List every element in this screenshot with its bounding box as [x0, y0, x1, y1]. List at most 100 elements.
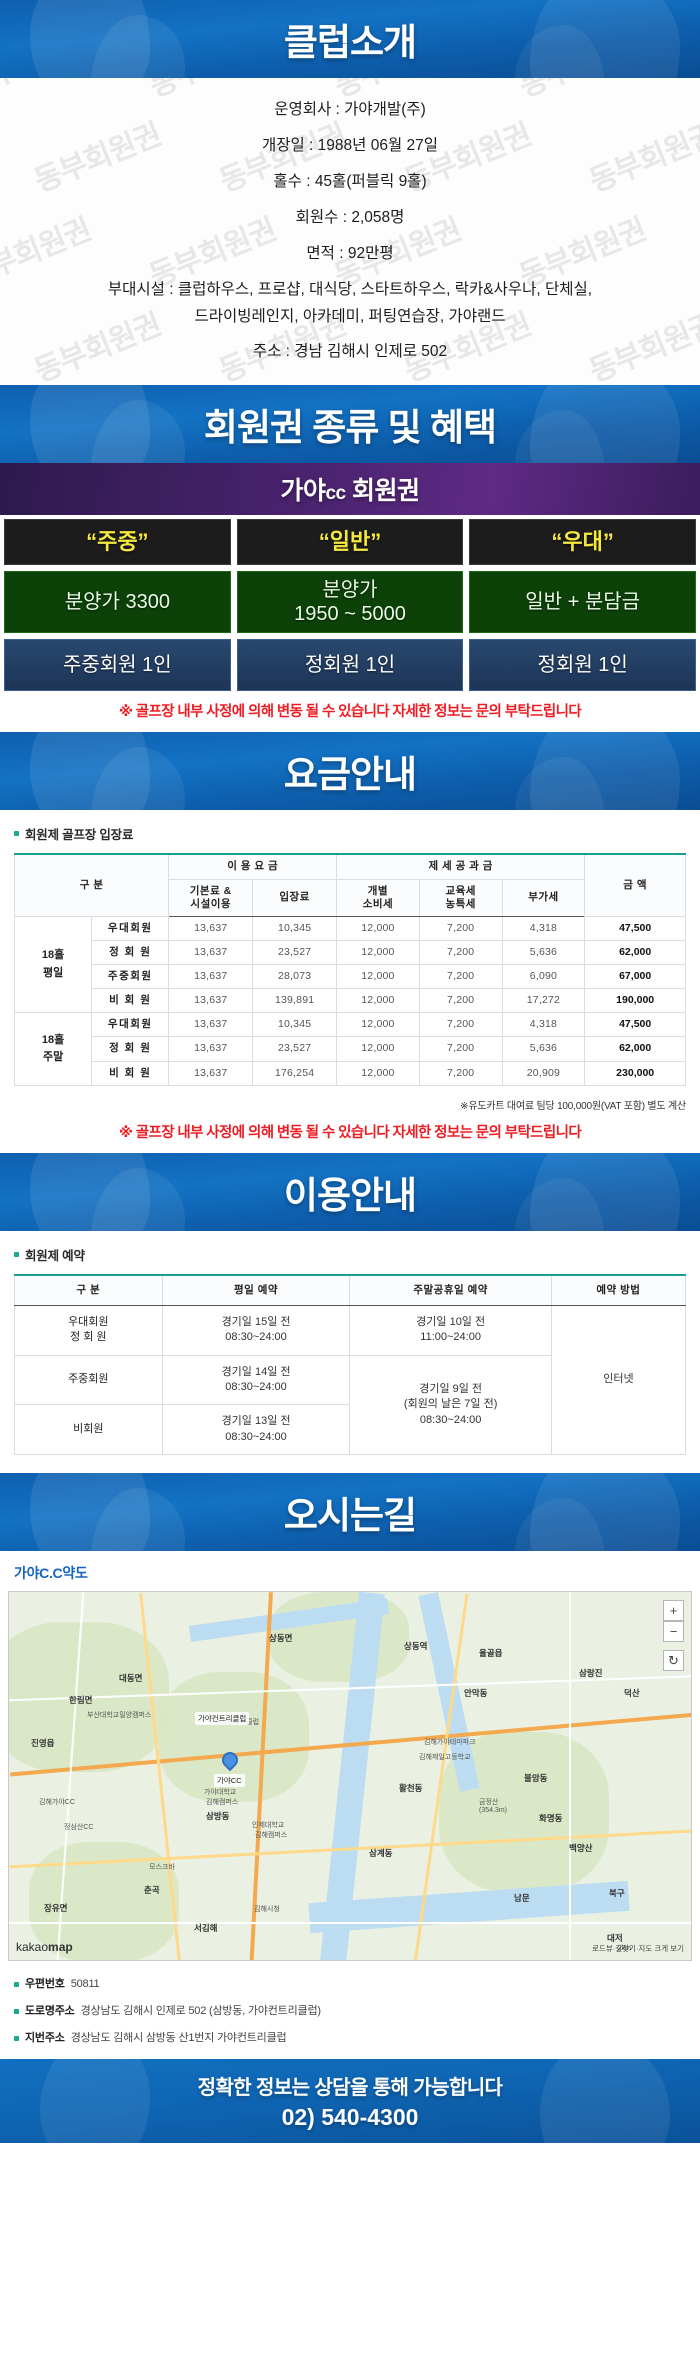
fee-cell-vat: 5,636 — [501, 939, 586, 966]
fee-table-caption: 회원제 골프장 입장료 — [0, 810, 700, 853]
fee-row-type: 비 회 원 — [91, 1060, 170, 1086]
resv-cell-division: 주중회원 — [14, 1354, 163, 1406]
map-place-label: 서김해 — [194, 1923, 218, 1934]
membership-subtitle-main: 가야 — [280, 477, 326, 506]
resv-cell-weekend: 경기일 10일 전 11:00~24:00 — [349, 1304, 552, 1356]
fee-cell-amount: 230,000 — [584, 1060, 686, 1086]
fee-table-note: ※유도카트 대여료 팀당 100,000원(VAT 포함) 별도 계산 — [460, 1100, 686, 1112]
map-provider-map: map — [48, 1940, 73, 1955]
membership-card-holder: 정회원 1인 — [469, 639, 696, 692]
usage-table-caption: 회원제 예약 — [0, 1231, 700, 1274]
bullet-dot-icon — [14, 1251, 19, 1257]
fee-cell-base: 13,637 — [168, 1036, 254, 1062]
fee-cell-edu: 7,200 — [418, 915, 503, 941]
fee-cell-edu: 7,200 — [418, 963, 503, 990]
resv-header-weekday: 평일 예약 — [161, 1273, 351, 1306]
banner-swirl-decor — [30, 732, 150, 811]
resv-cell-division: 비회원 — [14, 1404, 163, 1456]
map-zoom-in-button[interactable]: + — [663, 1600, 684, 1622]
map-refresh-button[interactable]: ↻ — [663, 1650, 684, 1672]
banner-swirl-decor — [530, 1473, 680, 1552]
table-row: 정 회 원 13,637 23,527 12,000 7,200 5,636 6… — [15, 1036, 686, 1062]
fee-header-division: 구 분 — [13, 853, 170, 917]
membership-notice: ※ 골프장 내부 사정에 의해 변동 될 수 있습니다 자세한 정보는 문의 부… — [0, 691, 700, 733]
fee-cell-amount: 190,000 — [584, 988, 686, 1014]
resv-header-division: 구 분 — [14, 1273, 163, 1306]
membership-subtitle-bar: 가야cc 회원권 — [0, 463, 700, 516]
footer-phone[interactable]: 02) 540-4300 — [281, 2104, 419, 2131]
intro-line: 개장일 : 1988년 06월 27일 — [261, 136, 439, 154]
table-row: 비 회 원 13,637 176,254 12,000 7,200 20,909… — [15, 1060, 686, 1086]
map-scale: 2km — [617, 1945, 631, 1953]
fee-header-tax-group: 제 세 공 과 금 — [336, 853, 586, 880]
map-pin-label: 가야CC — [214, 1774, 245, 1788]
membership-card-price: 분양가 1950 ~ 5000 — [236, 571, 464, 634]
fee-row-type: 비 회 원 — [91, 988, 170, 1014]
fee-header-amount: 금 액 — [584, 853, 686, 917]
fee-section-title: 요금안내 — [283, 754, 417, 796]
membership-card: “주중” 분양가 3300 주중회원 1인 — [4, 519, 231, 692]
map-place-label: 남문 — [514, 1893, 530, 1904]
resv-cell-weekday: 경기일 15일 전 08:30~24:00 — [161, 1304, 351, 1356]
table-row: 비 회 원 13,637 139,891 12,000 7,200 17,272… — [15, 988, 686, 1014]
fee-cell-amount: 62,000 — [584, 1036, 686, 1062]
fee-table-body: 18홀 평일 우대회원 13,637 10,345 12,000 7,200 4… — [13, 915, 686, 1086]
fee-table-head: 구 분 이 용 요 금 제 세 공 과 금 금 액 기본료 & 시설이용 입장료… — [13, 853, 686, 917]
fee-header-edu: 교육세 농특세 — [418, 878, 503, 917]
banner-swirl-decor — [530, 0, 680, 78]
fee-cell-base: 13,637 — [168, 939, 254, 966]
intro-line: 면적 : 92만평 — [306, 244, 394, 262]
map-place-label: 율골읍 — [479, 1648, 503, 1659]
fee-cell-entry: 176,254 — [252, 1060, 338, 1086]
map-view-links[interactable]: 로드뷰·길찾기·지도 크게 보기 — [592, 1944, 684, 1954]
intro-line: 드라이빙레인지, 아카데미, 퍼팅연습장, 가야랜드 — [194, 307, 506, 325]
banner-swirl-decor — [530, 732, 680, 811]
fee-cell-excise: 12,000 — [336, 939, 420, 966]
map-place-label: 김해가야CC — [39, 1799, 75, 1807]
section-banner-fee: 요금안내 — [0, 732, 700, 811]
resv-cell-weekend: 경기일 9일 전 (회원의 날은 7일 전) 08:30~24:00 — [349, 1354, 552, 1456]
fee-table-caption-text: 회원제 골프장 입장료 — [25, 828, 134, 843]
intro-line: 주소 : 경남 김해시 인제로 502 — [252, 343, 448, 361]
footer-swirl-decor — [540, 2059, 670, 2144]
map-provider-kakao: kakao — [16, 1940, 49, 1955]
map-place-label: 김해제일고등학교 — [419, 1754, 471, 1762]
address-row: 지번주소 경상남도 김해시 삼방동 산1번지 가야컨트리클럽 — [14, 2029, 686, 2045]
fee-table-header-row-2: 기본료 & 시설이용 입장료 개별 소비세 교육세 농특세 부가세 — [15, 878, 686, 917]
banner-swirl-decor — [30, 1473, 150, 1552]
intro-line-list: 운영회사 : 가야개발(주) 개장일 : 1988년 06월 27일 홀수 : … — [10, 100, 690, 363]
intro-line: 홀수 : 45홀(퍼블릭 9홀) — [273, 172, 427, 190]
map-place-label: 삼방동 — [206, 1811, 230, 1822]
fee-cell-excise: 12,000 — [336, 915, 420, 941]
table-row: 18홀 주말 우대회원 13,637 10,345 12,000 7,200 4… — [13, 1012, 686, 1086]
resv-cell-method: 인터넷 — [550, 1304, 687, 1456]
map-road — [9, 1922, 691, 1925]
fee-cell-entry: 28,073 — [252, 963, 338, 990]
fee-notice: ※ 골프장 내부 사정에 의해 변동 될 수 있습니다 자세한 정보는 문의 부… — [0, 1111, 700, 1153]
map-place-label: 춘곡 — [144, 1885, 160, 1896]
table-row: 주중회원 경기일 14일 전 08:30~24:00 경기일 9일 전 (회원의… — [14, 1354, 686, 1456]
section-banner-directions: 오시는길 — [0, 1473, 700, 1552]
address-label: 도로명주소 — [25, 2005, 75, 2018]
map-zoom-out-button[interactable]: − — [663, 1621, 684, 1643]
fee-header-base: 기본료 & 시설이용 — [168, 878, 254, 917]
section-banner-membership: 회원권 종류 및 혜택 — [0, 385, 700, 464]
page-footer: 정확한 정보는 상담을 통해 가능합니다 02) 540-4300 — [0, 2059, 700, 2144]
membership-card-holder: 주중회원 1인 — [4, 639, 231, 692]
map-place-label: 삼계동 — [369, 1848, 393, 1859]
table-row: 18홀 평일 우대회원 13,637 10,345 12,000 7,200 4… — [13, 915, 686, 1014]
fee-row-type: 정 회 원 — [91, 939, 170, 966]
fee-cell-vat: 20,909 — [501, 1060, 586, 1086]
map-road — [569, 1592, 571, 1961]
table-row: 주중회원 13,637 28,073 12,000 7,200 6,090 67… — [15, 963, 686, 990]
map-place-label: 상동역 — [404, 1641, 428, 1652]
address-label: 지번주소 — [25, 2032, 65, 2045]
map-place-label: 김해시청 — [254, 1906, 280, 1914]
fee-row-group-label: 18홀 평일 — [13, 915, 93, 1014]
fee-cell-entry: 10,345 — [252, 915, 338, 941]
fee-cell-excise: 12,000 — [336, 1060, 420, 1086]
map-place-label: 삼랑진 — [579, 1668, 603, 1679]
map-place-label: 인제대학교 — [252, 1822, 285, 1830]
usage-table-caption-text: 회원제 예약 — [25, 1248, 85, 1263]
